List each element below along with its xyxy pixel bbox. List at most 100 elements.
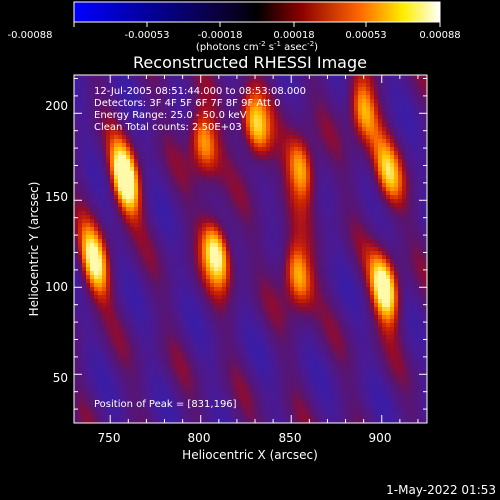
heatmap-pixel xyxy=(230,123,234,127)
heatmap-pixel xyxy=(398,151,402,155)
heatmap-pixel xyxy=(82,79,86,83)
heatmap-pixel xyxy=(374,163,378,167)
heatmap-pixel xyxy=(422,131,426,135)
heatmap-pixel xyxy=(402,135,406,139)
heatmap-pixel xyxy=(110,143,114,147)
heatmap-pixel xyxy=(314,107,318,111)
heatmap-pixel xyxy=(294,143,298,147)
heatmap-pixel xyxy=(338,99,342,103)
heatmap-pixel xyxy=(374,183,378,187)
heatmap-pixel xyxy=(242,219,246,223)
heatmap-pixel xyxy=(346,207,350,211)
heatmap-pixel xyxy=(354,275,358,279)
heatmap-pixel xyxy=(334,119,338,123)
heatmap-pixel xyxy=(314,95,318,99)
heatmap-pixel xyxy=(202,243,206,247)
heatmap-pixel xyxy=(298,255,302,259)
heatmap-pixel xyxy=(86,191,90,195)
heatmap-pixel xyxy=(226,247,230,251)
heatmap-pixel xyxy=(302,159,306,163)
heatmap-pixel xyxy=(302,75,306,79)
heatmap-pixel xyxy=(322,231,326,235)
heatmap-pixel xyxy=(186,203,190,207)
heatmap-pixel xyxy=(162,167,166,171)
heatmap-pixel xyxy=(226,275,230,279)
heatmap-pixel xyxy=(270,235,274,239)
heatmap-pixel xyxy=(298,163,302,167)
heatmap-pixel xyxy=(214,83,218,87)
heatmap-pixel xyxy=(338,171,342,175)
heatmap-pixel xyxy=(330,163,334,167)
heatmap-pixel xyxy=(146,251,150,255)
heatmap-pixel xyxy=(306,75,310,79)
heatmap-pixel xyxy=(126,291,130,295)
heatmap-pixel xyxy=(198,183,202,187)
heatmap-pixel xyxy=(114,171,118,175)
heatmap-pixel xyxy=(170,199,174,203)
heatmap-pixel xyxy=(366,143,370,147)
heatmap-pixel xyxy=(74,83,78,87)
heatmap-pixel xyxy=(310,231,314,235)
heatmap-pixel xyxy=(350,255,354,259)
heatmap-pixel xyxy=(418,243,422,247)
heatmap-pixel xyxy=(246,147,250,151)
heatmap-pixel xyxy=(118,139,122,143)
heatmap-pixel xyxy=(258,159,262,163)
heatmap-pixel xyxy=(118,291,122,295)
heatmap-pixel xyxy=(366,175,370,179)
heatmap-pixel xyxy=(190,163,194,167)
heatmap-pixel xyxy=(290,291,294,295)
heatmap-pixel xyxy=(270,131,274,135)
heatmap-pixel xyxy=(214,291,218,295)
heatmap-pixel xyxy=(298,263,302,267)
heatmap-pixel xyxy=(130,275,134,279)
heatmap-pixel xyxy=(106,259,110,263)
heatmap-pixel xyxy=(306,143,310,147)
heatmap-pixel xyxy=(278,235,282,239)
heatmap-pixel xyxy=(222,119,226,123)
heatmap-pixel xyxy=(138,79,142,83)
heatmap-pixel xyxy=(138,175,142,179)
heatmap-pixel xyxy=(250,107,254,111)
heatmap-pixel xyxy=(126,115,130,119)
heatmap-pixel xyxy=(350,283,354,287)
heatmap-pixel xyxy=(346,271,350,275)
heatmap-pixel xyxy=(310,151,314,155)
heatmap-pixel xyxy=(354,187,358,191)
heatmap-pixel xyxy=(274,131,278,135)
heatmap-pixel xyxy=(334,271,338,275)
heatmap-pixel xyxy=(190,271,194,275)
heatmap-pixel xyxy=(282,211,286,215)
heatmap-pixel xyxy=(354,223,358,227)
heatmap-pixel xyxy=(74,267,78,271)
heatmap-pixel xyxy=(338,263,342,267)
heatmap-pixel xyxy=(418,251,422,255)
heatmap-pixel xyxy=(422,255,426,259)
heatmap-pixel xyxy=(114,155,118,159)
heatmap-pixel xyxy=(214,171,218,175)
heatmap-pixel xyxy=(194,267,198,271)
heatmap-pixel xyxy=(190,167,194,171)
heatmap-pixel xyxy=(246,219,250,223)
heatmap-pixel xyxy=(326,275,330,279)
heatmap-pixel xyxy=(414,79,418,83)
heatmap-pixel xyxy=(358,91,362,95)
heatmap-pixel xyxy=(194,279,198,283)
heatmap-pixel xyxy=(418,271,422,275)
heatmap-pixel xyxy=(286,275,290,279)
heatmap-pixel xyxy=(390,227,394,231)
heatmap-pixel xyxy=(310,291,314,295)
heatmap-pixel xyxy=(374,251,378,255)
heatmap-pixel xyxy=(210,75,214,79)
heatmap-pixel xyxy=(114,75,118,79)
heatmap-pixel xyxy=(342,235,346,239)
heatmap-pixel xyxy=(382,147,386,151)
heatmap-pixel xyxy=(274,135,278,139)
heatmap-pixel xyxy=(198,199,202,203)
heatmap-pixel xyxy=(126,151,130,155)
heatmap-pixel xyxy=(114,199,118,203)
heatmap-pixel xyxy=(174,167,178,171)
heatmap-pixel xyxy=(158,107,162,111)
heatmap-pixel xyxy=(142,231,146,235)
heatmap-pixel xyxy=(110,155,114,159)
